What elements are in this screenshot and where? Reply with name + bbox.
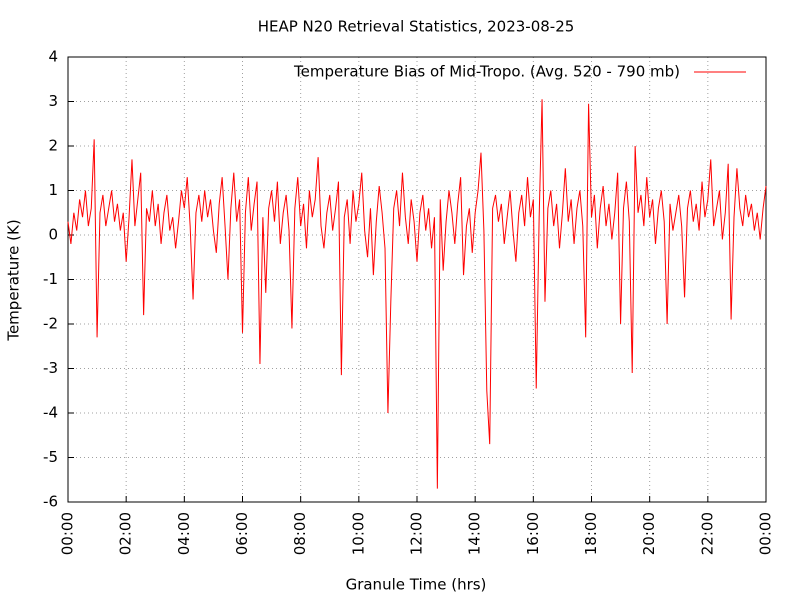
x-tick-label: 08:00 <box>291 512 309 555</box>
y-axis-label: Temperature (K) <box>5 219 23 341</box>
x-tick-label: 10:00 <box>349 512 367 555</box>
y-tick-label: -6 <box>43 493 58 511</box>
x-tick-label: 22:00 <box>698 512 716 555</box>
y-tick-label: 0 <box>48 226 58 244</box>
x-tick-label: 00:00 <box>757 512 775 555</box>
y-tick-label: -1 <box>43 270 58 288</box>
x-tick-label: 00:00 <box>59 512 77 555</box>
x-tick-label: 06:00 <box>233 512 251 555</box>
legend-label: Temperature Bias of Mid-Tropo. (Avg. 520… <box>293 63 680 81</box>
x-tick-label: 12:00 <box>408 512 426 555</box>
y-tick-label: -4 <box>43 404 58 422</box>
x-tick-label: 14:00 <box>466 512 484 555</box>
x-axis-label: Granule Time (hrs) <box>346 576 487 594</box>
y-tick-label: -5 <box>43 448 58 466</box>
y-tick-label: 1 <box>48 181 58 199</box>
x-tick-label: 20:00 <box>640 512 658 555</box>
y-tick-label: 3 <box>48 92 58 110</box>
data-line <box>67 99 767 489</box>
y-tick-label: 4 <box>48 48 58 66</box>
y-tick-label: -3 <box>43 359 58 377</box>
y-tick-label: 2 <box>48 137 58 155</box>
x-tick-label: 16:00 <box>524 512 542 555</box>
x-tick-label: 04:00 <box>175 512 193 555</box>
x-tick-label: 18:00 <box>582 512 600 555</box>
y-tick-label: -2 <box>43 315 58 333</box>
plot-frame <box>67 56 767 503</box>
x-tick-label: 02:00 <box>117 512 135 555</box>
chart-title: HEAP N20 Retrieval Statistics, 2023-08-2… <box>258 18 575 36</box>
